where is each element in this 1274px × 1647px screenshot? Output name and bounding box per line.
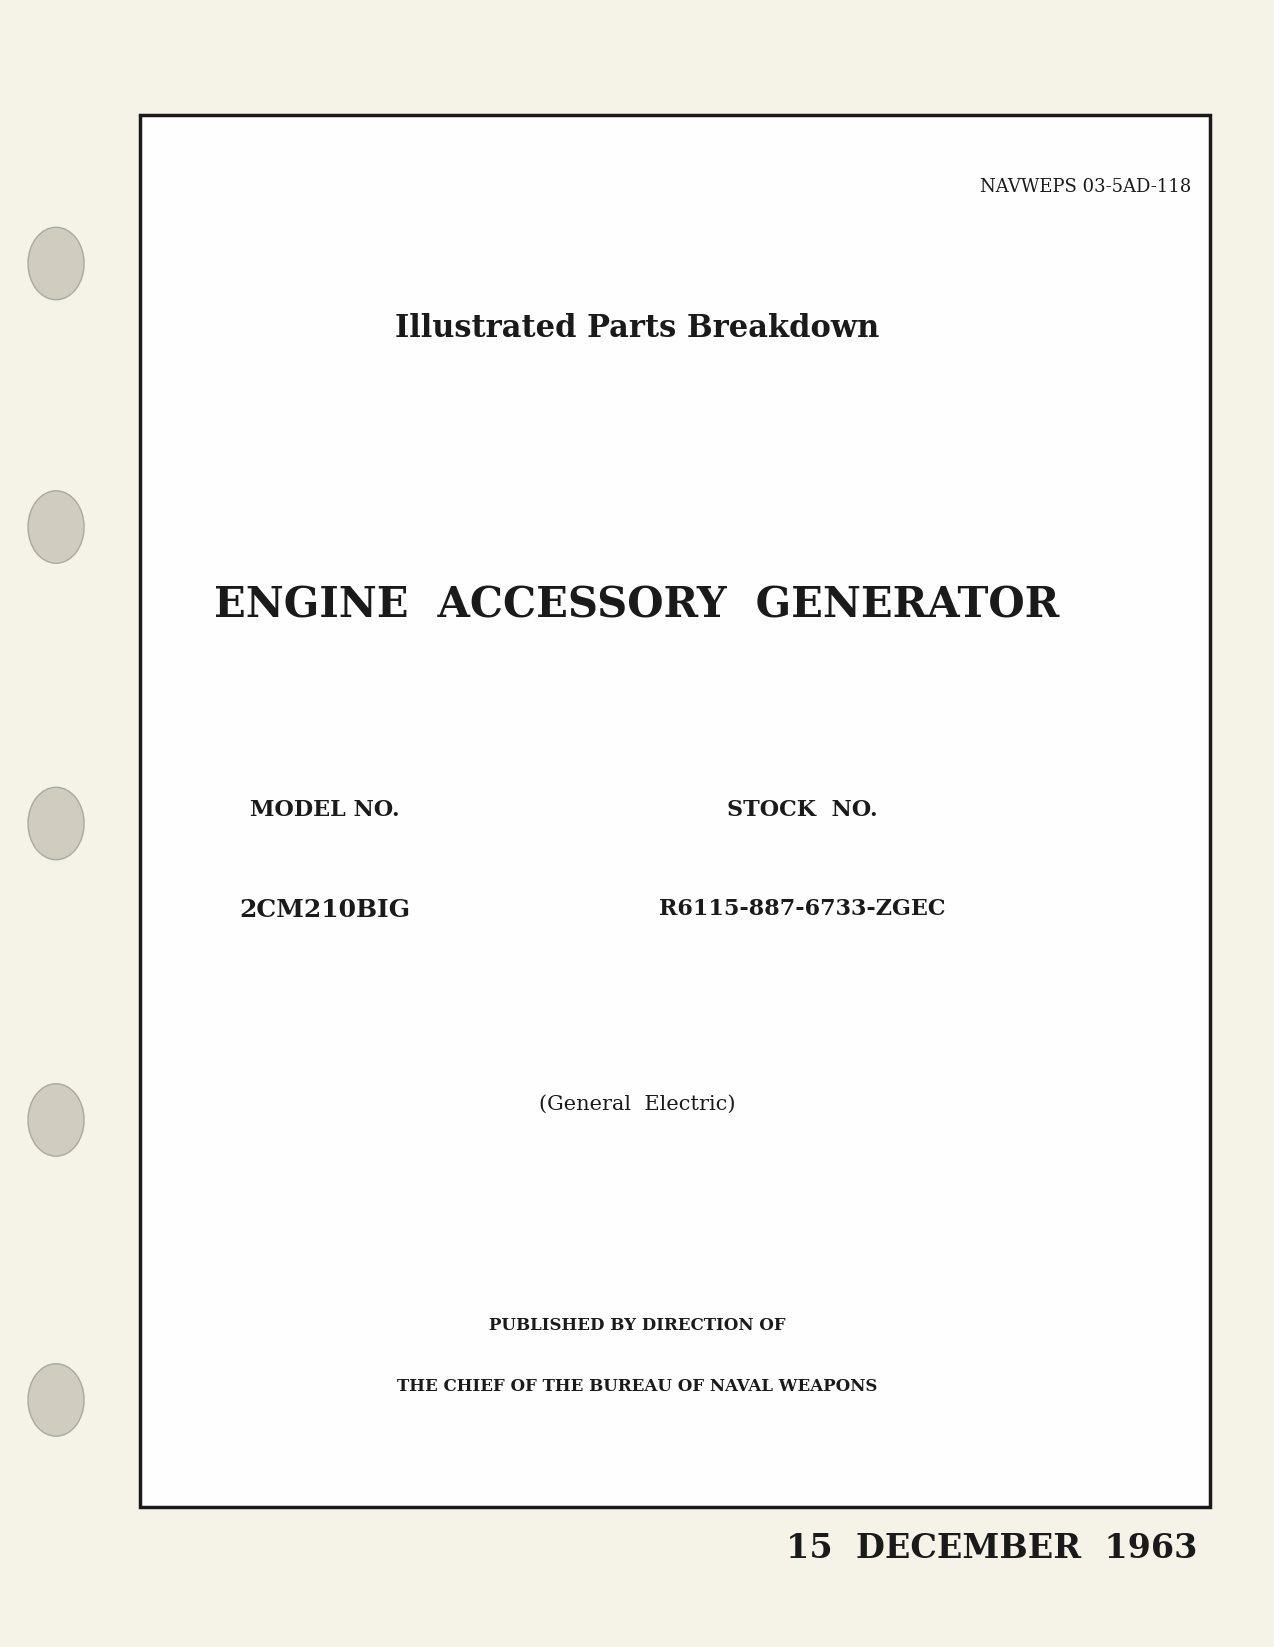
Text: THE CHIEF OF THE BUREAU OF NAVAL WEAPONS: THE CHIEF OF THE BUREAU OF NAVAL WEAPONS	[396, 1379, 878, 1395]
Text: 15  DECEMBER  1963: 15 DECEMBER 1963	[786, 1532, 1198, 1565]
Text: ENGINE  ACCESSORY  GENERATOR: ENGINE ACCESSORY GENERATOR	[214, 585, 1060, 628]
Circle shape	[28, 1364, 84, 1436]
Circle shape	[28, 1084, 84, 1156]
Text: PUBLISHED BY DIRECTION OF: PUBLISHED BY DIRECTION OF	[489, 1318, 785, 1334]
Text: STOCK  NO.: STOCK NO.	[727, 799, 878, 820]
Circle shape	[28, 787, 84, 860]
Text: Illustrated Parts Breakdown: Illustrated Parts Breakdown	[395, 313, 879, 344]
Circle shape	[28, 491, 84, 563]
Text: MODEL NO.: MODEL NO.	[250, 799, 400, 820]
Text: NAVWEPS 03-5AD-118: NAVWEPS 03-5AD-118	[980, 178, 1191, 196]
Text: (General  Electric): (General Electric)	[539, 1095, 735, 1115]
Bar	[140, 115, 1210, 1507]
Text: 2CM210BIG: 2CM210BIG	[240, 898, 410, 922]
Circle shape	[28, 227, 84, 300]
Text: R6115-887-6733-ZGEC: R6115-887-6733-ZGEC	[660, 898, 945, 919]
